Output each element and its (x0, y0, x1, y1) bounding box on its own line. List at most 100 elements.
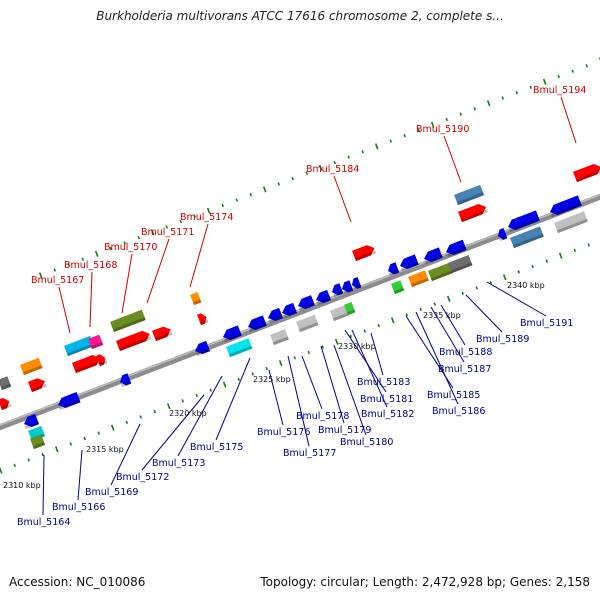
gene-arrow[interactable] (340, 280, 354, 295)
gene-arrow[interactable] (386, 262, 400, 277)
gene-arrow[interactable] (72, 353, 103, 374)
gene-arrow[interactable] (573, 162, 600, 183)
gene-block[interactable] (64, 335, 95, 357)
gene-shape[interactable] (88, 334, 104, 350)
gene-shape[interactable] (296, 295, 315, 311)
gene-shape[interactable] (448, 254, 473, 274)
gene-shape[interactable] (386, 262, 400, 276)
gene-shape[interactable] (246, 315, 267, 332)
gene-label[interactable]: Bmul_5177 (283, 448, 336, 459)
gene-shape[interactable] (330, 305, 349, 322)
gene-shape[interactable] (197, 312, 208, 326)
gene-block[interactable] (330, 305, 349, 322)
gene-block[interactable] (30, 434, 46, 450)
gene-label[interactable]: Bmul_5180 (340, 437, 393, 448)
gene-arrow[interactable] (221, 325, 242, 343)
gene-shape[interactable] (314, 289, 332, 305)
gene-label[interactable]: Bmul_5164 (17, 517, 70, 528)
gene-block[interactable] (408, 270, 429, 288)
gene-shape[interactable] (116, 329, 152, 352)
gene-shape[interactable] (56, 391, 81, 410)
gene-arrow[interactable] (458, 202, 489, 223)
gene-label[interactable]: Bmul_5166 (52, 502, 105, 513)
gene-arrow[interactable] (246, 315, 267, 333)
gene-shape[interactable] (548, 195, 582, 217)
gene-arrow[interactable] (422, 247, 443, 265)
gene-shape[interactable] (422, 247, 443, 264)
gene-arrow[interactable] (197, 312, 209, 326)
gene-label[interactable]: Bmul_5175 (190, 442, 243, 453)
gene-label[interactable]: Bmul_5169 (85, 487, 138, 498)
gene-label[interactable]: Bmul_5170 (104, 242, 157, 253)
gene-shape[interactable] (454, 184, 485, 206)
gene-arrow[interactable] (330, 283, 344, 298)
gene-arrow[interactable] (548, 195, 582, 218)
gene-arrow[interactable] (193, 340, 211, 357)
gene-label[interactable]: Bmul_5182 (361, 409, 414, 420)
gene-shape[interactable] (510, 226, 544, 249)
gene-shape[interactable] (506, 210, 540, 232)
gene-shape[interactable] (391, 280, 405, 295)
gene-label[interactable]: Bmul_5189 (476, 334, 529, 345)
gene-arrow[interactable] (266, 307, 284, 324)
gene-arrow[interactable] (96, 353, 108, 367)
gene-label[interactable]: Bmul_5168 (64, 260, 117, 271)
gene-shape[interactable] (72, 353, 102, 374)
gene-arrow[interactable] (0, 396, 12, 411)
gene-shape[interactable] (352, 243, 376, 262)
gene-arrow[interactable] (118, 373, 132, 388)
gene-block[interactable] (296, 314, 319, 333)
gene-block[interactable] (554, 211, 588, 234)
gene-label[interactable]: Bmul_5186 (432, 406, 485, 417)
gene-label[interactable]: Bmul_5185 (427, 390, 480, 401)
gene-shape[interactable] (444, 239, 467, 257)
gene-shape[interactable] (340, 280, 354, 294)
gene-block[interactable] (88, 334, 104, 350)
gene-shape[interactable] (118, 373, 132, 387)
gene-arrow[interactable] (28, 376, 47, 393)
gene-block[interactable] (428, 262, 453, 282)
gene-label[interactable]: Bmul_5171 (141, 227, 194, 238)
gene-block[interactable] (226, 338, 253, 358)
gene-shape[interactable] (330, 283, 344, 297)
gene-arrow[interactable] (296, 295, 315, 312)
gene-block[interactable] (20, 357, 43, 376)
gene-shape[interactable] (28, 376, 47, 393)
gene-arrow[interactable] (352, 243, 377, 262)
gene-block[interactable] (110, 309, 146, 333)
gene-shape[interactable] (30, 434, 46, 450)
gene-label[interactable]: Bmul_5178 (296, 411, 349, 422)
gene-arrow[interactable] (152, 324, 173, 342)
gene-shape[interactable] (458, 202, 488, 223)
gene-label[interactable]: Bmul_5172 (116, 472, 169, 483)
gene-arrow[interactable] (56, 391, 81, 411)
gene-arrow[interactable] (398, 254, 419, 272)
gene-label[interactable]: Bmul_5188 (439, 347, 492, 358)
gene-shape[interactable] (554, 211, 588, 234)
gene-shape[interactable] (190, 291, 202, 306)
gene-arrow[interactable] (496, 227, 508, 242)
gene-shape[interactable] (266, 307, 284, 323)
gene-label[interactable]: Bmul_5181 (360, 394, 413, 405)
gene-shape[interactable] (0, 396, 11, 411)
gene-shape[interactable] (428, 262, 453, 282)
gene-arrow[interactable] (22, 413, 40, 430)
gene-label[interactable]: Bmul_5173 (152, 458, 205, 469)
gene-shape[interactable] (221, 325, 242, 342)
gene-shape[interactable] (64, 335, 95, 357)
gene-block[interactable] (510, 226, 544, 249)
gene-block[interactable] (448, 254, 473, 274)
gene-shape[interactable] (496, 227, 508, 241)
gene-label[interactable]: Bmul_5194 (533, 85, 586, 96)
gene-shape[interactable] (270, 329, 289, 346)
gene-shape[interactable] (110, 309, 146, 333)
gene-block[interactable] (454, 184, 485, 206)
gene-arrow[interactable] (506, 210, 540, 233)
gene-label[interactable]: Bmul_5183 (357, 377, 410, 388)
gene-shape[interactable] (296, 314, 319, 333)
gene-shape[interactable] (226, 338, 253, 358)
gene-shape[interactable] (22, 413, 40, 429)
gene-shape[interactable] (408, 270, 429, 288)
gene-label[interactable]: Bmul_5187 (438, 364, 491, 375)
